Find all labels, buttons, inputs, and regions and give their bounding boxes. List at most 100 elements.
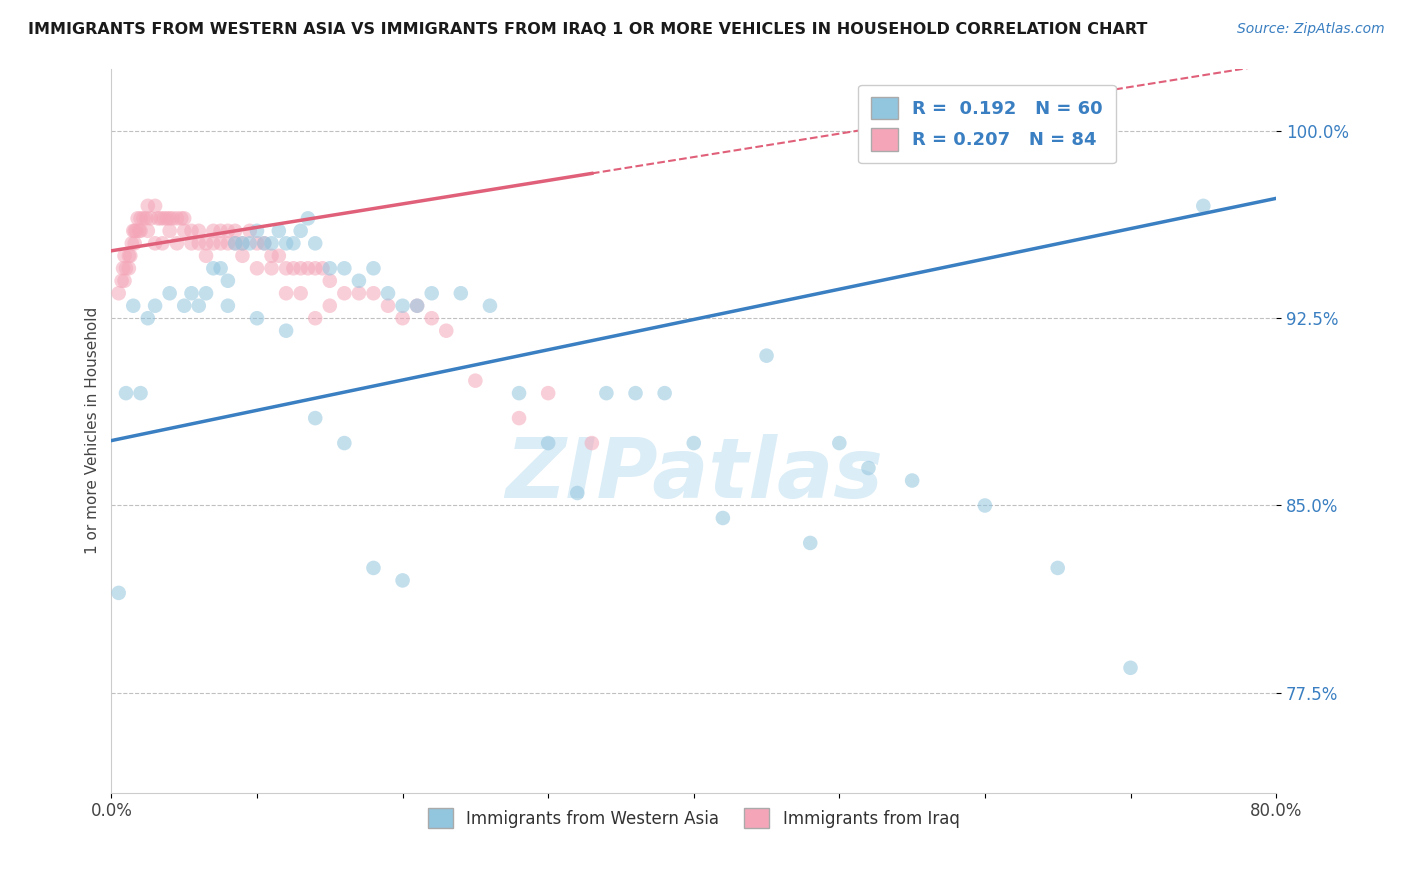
Point xyxy=(156,211,179,226)
Point xyxy=(115,261,138,276)
Point xyxy=(180,236,202,251)
Point xyxy=(122,299,145,313)
Point xyxy=(146,211,169,226)
Point xyxy=(363,286,385,301)
Point xyxy=(333,436,356,450)
Point xyxy=(711,511,734,525)
Point xyxy=(209,261,232,276)
Point xyxy=(508,386,530,401)
Point xyxy=(195,286,218,301)
Point xyxy=(595,386,617,401)
Point xyxy=(450,286,472,301)
Point xyxy=(333,261,356,276)
Point xyxy=(224,236,246,251)
Point xyxy=(290,286,312,301)
Point xyxy=(581,436,603,450)
Point xyxy=(420,311,443,326)
Point xyxy=(377,299,399,313)
Point xyxy=(304,311,326,326)
Text: Source: ZipAtlas.com: Source: ZipAtlas.com xyxy=(1237,22,1385,37)
Point xyxy=(391,311,413,326)
Point xyxy=(217,299,239,313)
Point xyxy=(125,224,148,238)
Point xyxy=(159,286,181,301)
Point xyxy=(246,311,269,326)
Point xyxy=(311,261,333,276)
Point xyxy=(267,224,290,238)
Point xyxy=(187,236,209,251)
Point xyxy=(129,386,152,401)
Point xyxy=(478,299,501,313)
Point xyxy=(127,211,149,226)
Point xyxy=(132,211,155,226)
Point xyxy=(755,349,778,363)
Point xyxy=(180,286,202,301)
Point xyxy=(901,474,924,488)
Point xyxy=(828,436,851,450)
Point xyxy=(231,236,253,251)
Point xyxy=(114,274,136,288)
Legend: Immigrants from Western Asia, Immigrants from Iraq: Immigrants from Western Asia, Immigrants… xyxy=(422,801,966,835)
Point xyxy=(136,199,159,213)
Point xyxy=(153,211,176,226)
Point xyxy=(1192,199,1215,213)
Point xyxy=(143,236,166,251)
Point xyxy=(246,224,269,238)
Point xyxy=(260,261,283,276)
Point xyxy=(363,261,385,276)
Point xyxy=(297,211,319,226)
Point xyxy=(170,211,193,226)
Point xyxy=(107,286,129,301)
Point xyxy=(202,224,225,238)
Point xyxy=(110,274,132,288)
Text: ZIPatlas: ZIPatlas xyxy=(505,434,883,515)
Point xyxy=(434,324,457,338)
Point xyxy=(319,261,342,276)
Point xyxy=(508,411,530,425)
Point xyxy=(139,211,162,226)
Point xyxy=(143,199,166,213)
Point xyxy=(180,224,202,238)
Point xyxy=(118,249,141,263)
Point xyxy=(107,586,129,600)
Point xyxy=(304,261,326,276)
Point xyxy=(114,249,136,263)
Point xyxy=(304,411,326,425)
Point xyxy=(129,211,152,226)
Point xyxy=(253,236,276,251)
Point xyxy=(195,249,218,263)
Point xyxy=(654,386,676,401)
Point xyxy=(209,224,232,238)
Point xyxy=(173,224,195,238)
Point xyxy=(464,374,486,388)
Point xyxy=(136,311,159,326)
Point xyxy=(420,286,443,301)
Point xyxy=(128,224,150,238)
Point xyxy=(173,211,195,226)
Point xyxy=(136,224,159,238)
Point xyxy=(290,261,312,276)
Point xyxy=(173,299,195,313)
Point xyxy=(143,299,166,313)
Point xyxy=(121,236,143,251)
Point xyxy=(159,224,181,238)
Point xyxy=(159,211,181,226)
Point xyxy=(377,286,399,301)
Point xyxy=(187,299,209,313)
Point xyxy=(253,236,276,251)
Point xyxy=(239,224,262,238)
Point xyxy=(974,499,997,513)
Point xyxy=(319,299,342,313)
Point xyxy=(149,211,172,226)
Point xyxy=(391,299,413,313)
Point xyxy=(124,224,146,238)
Point xyxy=(202,261,225,276)
Point xyxy=(239,236,262,251)
Point xyxy=(363,561,385,575)
Point xyxy=(209,236,232,251)
Y-axis label: 1 or more Vehicles in Household: 1 or more Vehicles in Household xyxy=(86,307,100,554)
Point xyxy=(319,274,342,288)
Point xyxy=(537,386,560,401)
Point xyxy=(246,236,269,251)
Point xyxy=(406,299,429,313)
